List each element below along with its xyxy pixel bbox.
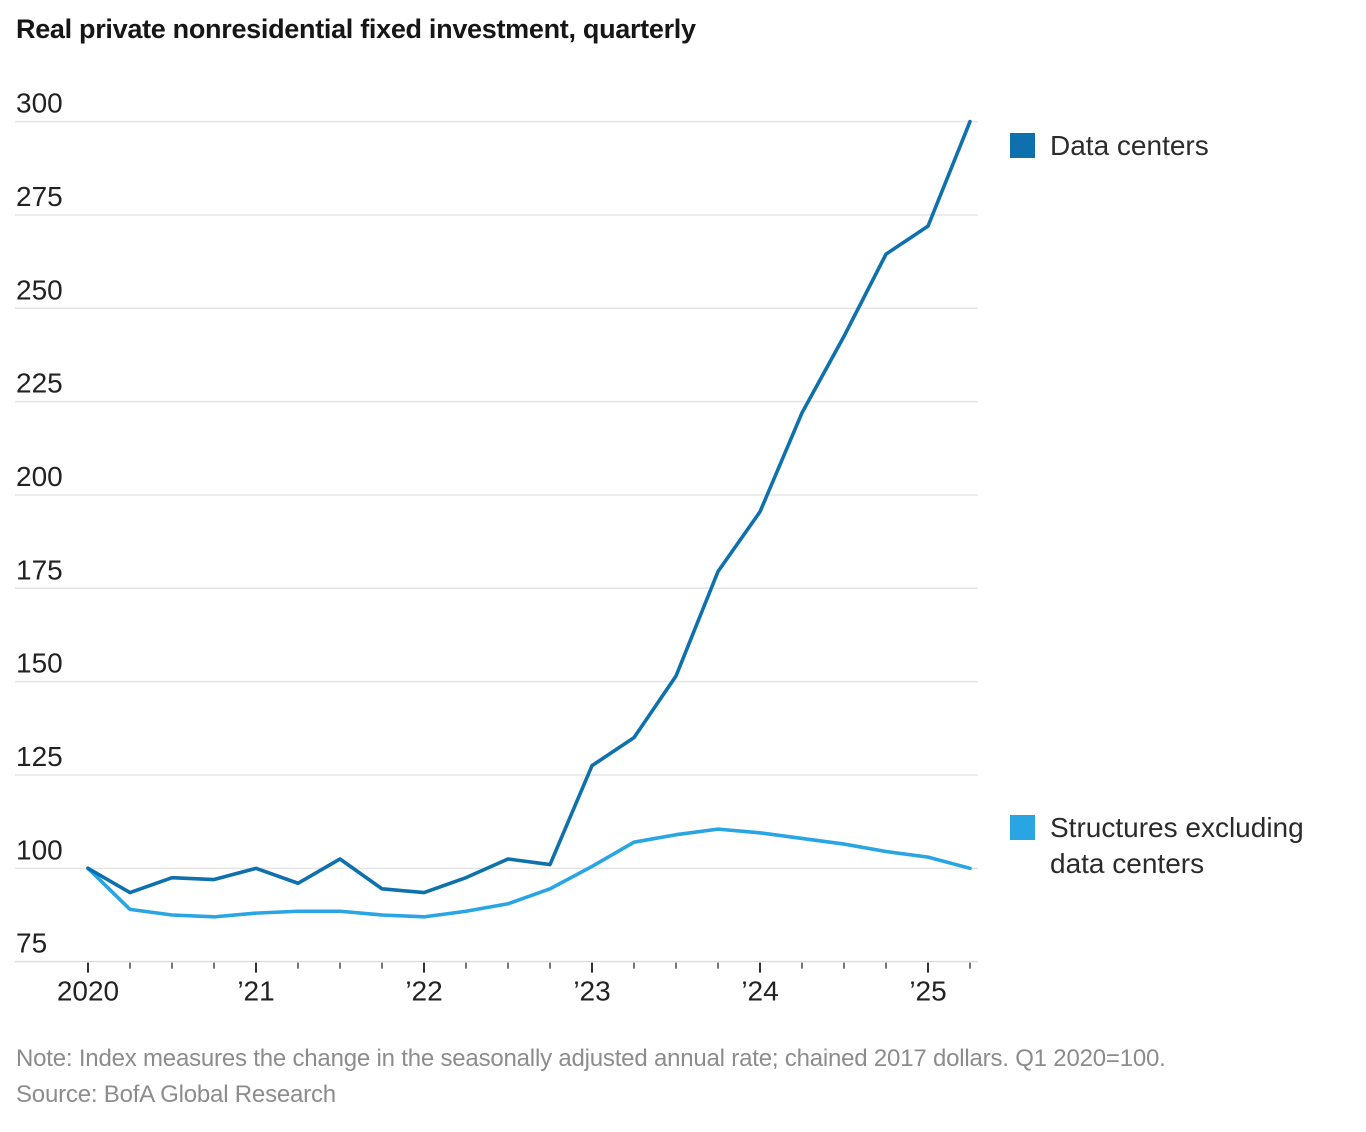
note-text: Note: Index measures the change in the s… [16,1045,1166,1072]
chart-title: Real private nonresidential fixed invest… [16,14,696,44]
line-chart-plot-area: 75 100 125 150 175 200 225 250 275 300 2020 ’21 ’22 ’… [15,88,978,1007]
x-axis-labels: 2020 ’21 ’22 ’23 ’24 ’25 [57,976,947,1007]
legend-structures-line1: Structures excluding [1050,812,1304,843]
series-line-structures [86,827,972,919]
source-text: Source: BofA Global Research [16,1081,336,1108]
y-tick-label: 275 [16,181,63,212]
x-tick-label: ’24 [741,976,778,1007]
y-tick-label: 300 [16,88,63,119]
x-tick-label: ’22 [405,976,442,1007]
y-tick-label: 200 [16,461,63,492]
data-centers-swatch-icon [1010,133,1035,158]
legend-structures: Structures excluding data centers [1010,810,1304,882]
x-tick-label: 2020 [57,976,119,1007]
legend-data-centers-label: Data centers [1050,130,1209,161]
structures-swatch-icon [1010,815,1035,840]
x-tick-label: ’23 [573,976,610,1007]
x-tick-label: ’21 [237,976,274,1007]
y-tick-label: 125 [16,741,63,772]
y-tick-label: 75 [16,928,47,959]
y-tick-label: 250 [16,274,63,305]
legend-structures-label: Structures excluding data centers [1050,810,1304,882]
x-tick-label: ’25 [909,976,946,1007]
x-axis-ticks [87,962,971,973]
y-tick-label: 100 [16,834,63,865]
y-tick-label: 150 [16,648,63,679]
series-line-data-centers [86,119,972,895]
chart-footnote: Note: Index measures the change in the s… [16,1041,1166,1113]
y-axis-labels: 75 100 125 150 175 200 225 250 275 300 [16,88,63,959]
y-tick-label: 175 [16,554,63,585]
legend-structures-line2: data centers [1050,848,1205,879]
y-tick-label: 225 [16,368,63,399]
gridlines [15,120,978,963]
legend-data-centers: Data centers [1010,128,1209,164]
